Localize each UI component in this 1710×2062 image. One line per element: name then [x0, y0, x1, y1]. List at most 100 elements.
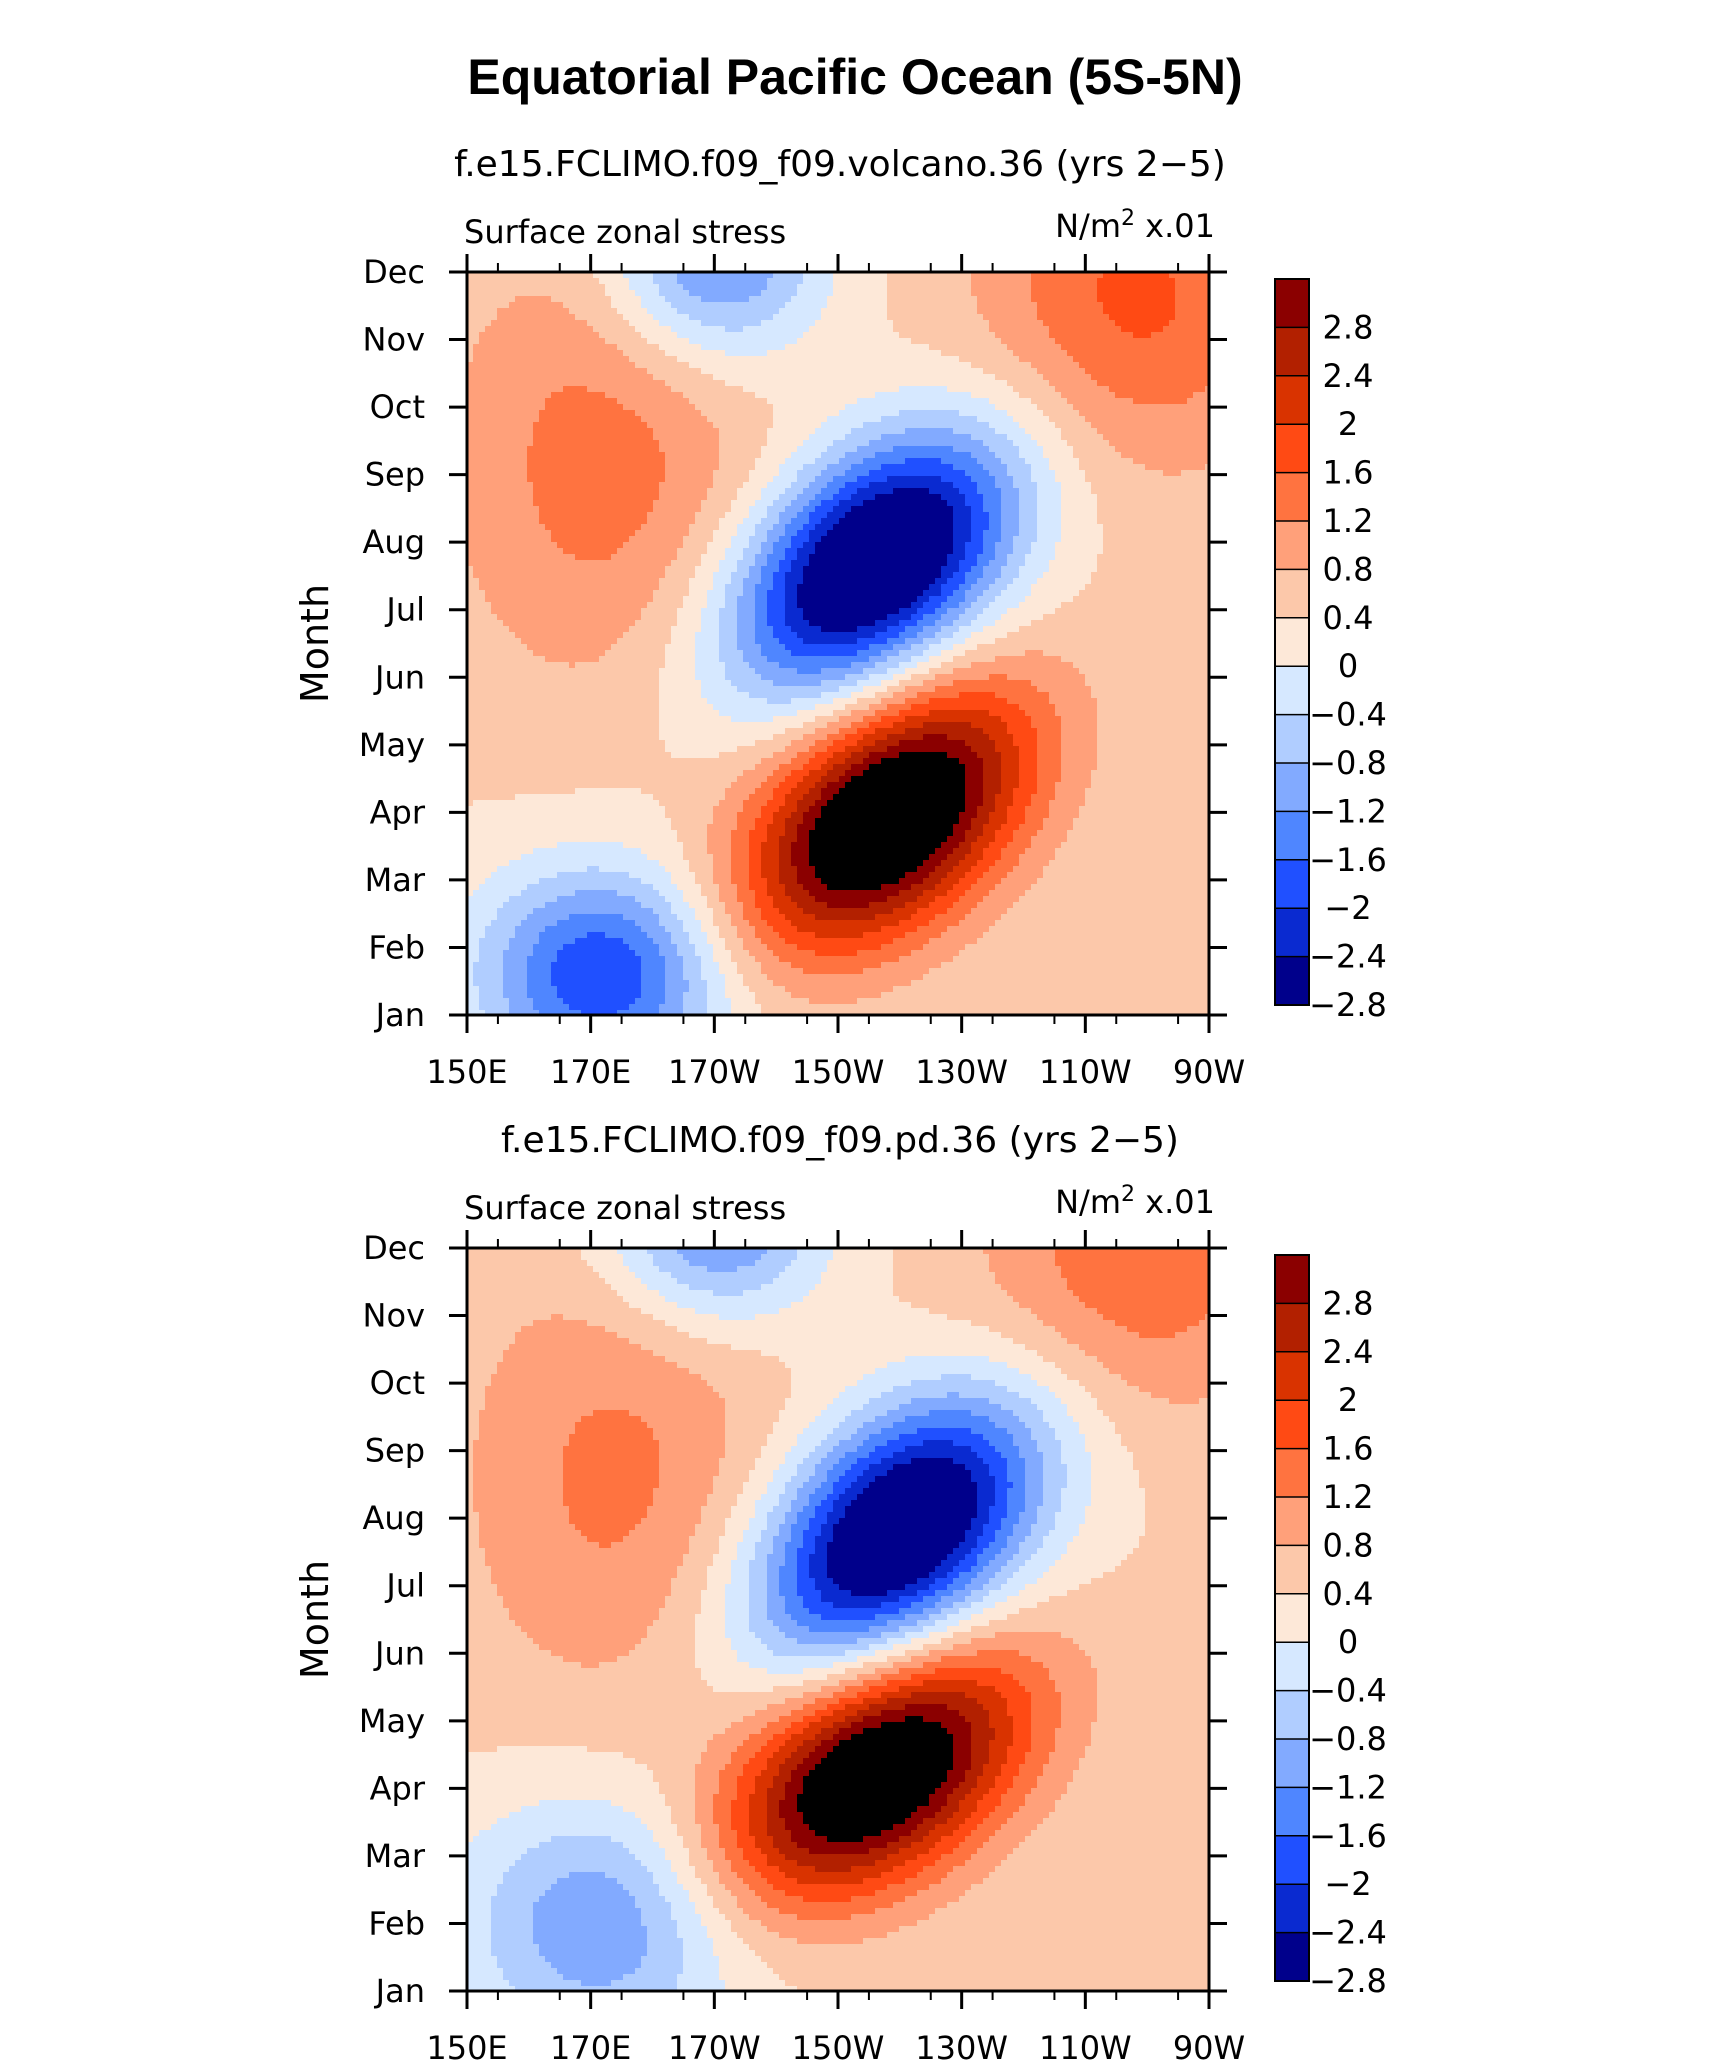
- contour-cell: [689, 308, 696, 315]
- contour-cell: [893, 296, 900, 303]
- contour-cell: [557, 284, 564, 291]
- contour-cell: [833, 278, 840, 285]
- contour-cell: [569, 296, 576, 303]
- contour-cell: [1067, 314, 1074, 321]
- contour-cell: [1091, 320, 1098, 327]
- contour-cell: [737, 326, 744, 333]
- contour-cell: [797, 320, 804, 327]
- contour-cell: [941, 290, 948, 297]
- contour-cell: [1139, 290, 1146, 297]
- contour-cell: [899, 296, 906, 303]
- contour-cell: [641, 278, 648, 285]
- contour-cell: [497, 296, 504, 303]
- contour-cell: [665, 296, 672, 303]
- contour-cell: [803, 302, 810, 309]
- contour-cell: [929, 320, 936, 327]
- contour-cell: [509, 278, 516, 285]
- contour-cell: [1013, 290, 1020, 297]
- contour-cell: [989, 326, 996, 333]
- contour-cell: [755, 308, 762, 315]
- contour-cell: [1163, 296, 1170, 303]
- contour-cell: [923, 284, 930, 291]
- contour-cell: [641, 284, 648, 291]
- contour-cell: [473, 332, 480, 339]
- contour-cell: [767, 308, 774, 315]
- contour-cell: [479, 278, 486, 285]
- contour-cell: [587, 308, 594, 315]
- contour-cell: [1127, 326, 1134, 333]
- contour-cell: [593, 326, 600, 333]
- contour-cell: [977, 290, 984, 297]
- contour-cell: [635, 326, 642, 333]
- contour-cell: [1043, 278, 1050, 285]
- contour-cell: [953, 308, 960, 315]
- contour-cell: [803, 296, 810, 303]
- contour-cell: [515, 320, 522, 327]
- contour-cell: [533, 326, 540, 333]
- contour-cell: [971, 290, 978, 297]
- contour-cell: [917, 302, 924, 309]
- contour-cell: [1025, 278, 1032, 285]
- contour-cell: [959, 296, 966, 303]
- contour-cell: [1187, 290, 1194, 297]
- contour-cell: [1055, 308, 1062, 315]
- contour-cell: [1019, 314, 1026, 321]
- contour-cell: [1121, 320, 1128, 327]
- contour-cell: [1157, 284, 1164, 291]
- contour-cell: [515, 284, 522, 291]
- contour-cell: [983, 320, 990, 327]
- contour-cell: [893, 326, 900, 333]
- contour-cell: [581, 284, 588, 291]
- contour-cell: [911, 314, 918, 321]
- contour-cell: [599, 290, 606, 297]
- contour-cell: [581, 302, 588, 309]
- contour-cell: [1187, 326, 1194, 333]
- contour-cell: [857, 296, 864, 303]
- contour-cell: [563, 296, 570, 303]
- contour-cell: [1163, 290, 1170, 297]
- figure-title: Equatorial Pacific Ocean (5S-5N): [467, 49, 1242, 105]
- contour-cell: [755, 284, 762, 291]
- contour-cell: [575, 278, 582, 285]
- contour-cell: [575, 320, 582, 327]
- contour-cell: [533, 278, 540, 285]
- contour-cell: [1187, 278, 1194, 285]
- contour-cell: [1079, 320, 1086, 327]
- contour-cell: [1151, 278, 1158, 285]
- contour-cell: [623, 314, 630, 321]
- contour-cell: [683, 320, 690, 327]
- contour-cell: [833, 290, 840, 297]
- contour-cell: [749, 314, 756, 321]
- contour-cell: [587, 278, 594, 285]
- contour-cell: [593, 290, 600, 297]
- contour-cell: [1139, 296, 1146, 303]
- contour-cell: [851, 326, 858, 333]
- contour-cell: [1007, 302, 1014, 309]
- contour-cell: [671, 290, 678, 297]
- contour-cell: [1163, 284, 1170, 291]
- contour-cell: [917, 284, 924, 291]
- contour-cell: [1049, 296, 1056, 303]
- contour-cell: [833, 302, 840, 309]
- contour-cell: [803, 320, 810, 327]
- contour-cell: [1169, 284, 1176, 291]
- contour-cell: [1169, 290, 1176, 297]
- contour-cell: [839, 326, 846, 333]
- contour-cell: [671, 326, 678, 333]
- contour-cell: [821, 290, 828, 297]
- contour-cell: [1151, 320, 1158, 327]
- contour-cell: [725, 284, 732, 291]
- contour-cell: [803, 308, 810, 315]
- contour-cell: [539, 302, 546, 309]
- contour-cell: [491, 308, 498, 315]
- contour-cell: [617, 290, 624, 297]
- contour-cell: [785, 302, 792, 309]
- contour-cell: [863, 326, 870, 333]
- contour-cell: [473, 290, 480, 297]
- contour-cell: [1163, 320, 1170, 327]
- contour-cell: [557, 314, 564, 321]
- contour-cell: [1133, 296, 1140, 303]
- contour-cell: [881, 326, 888, 333]
- contour-cell: [839, 296, 846, 303]
- contour-cell: [1103, 320, 1110, 327]
